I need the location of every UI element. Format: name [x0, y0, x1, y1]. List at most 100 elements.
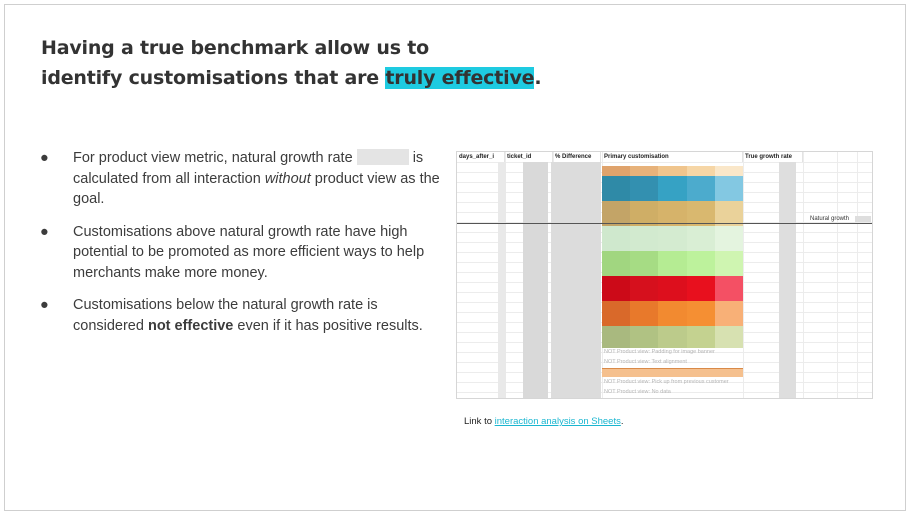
heatmap-cell — [602, 176, 631, 201]
heatmap-cell — [686, 326, 715, 348]
heatmap-cell — [630, 201, 659, 226]
title-line-1: Having a true benchmark allow us to — [41, 37, 429, 59]
heatmap-cell — [714, 251, 744, 276]
link-note: Link to interaction analysis on Sheets. — [464, 416, 624, 427]
excluded-row: NOT Product view: No data — [604, 389, 671, 395]
heatmap-cell — [602, 251, 631, 276]
heatmap-row — [602, 276, 744, 301]
heatmap-cell — [630, 326, 659, 348]
heatmap-cell — [658, 251, 687, 276]
heatmap-cell — [630, 276, 659, 301]
heatmap-cell — [686, 201, 715, 226]
bullet-item: ● For product view metric, natural growt… — [36, 148, 446, 210]
bullet-strong: not effective — [147, 317, 234, 334]
heatmap-cell — [686, 301, 715, 326]
heatmap-cell — [602, 226, 631, 251]
heatmap-cell — [686, 276, 715, 301]
bullet-dot-icon: ● — [40, 297, 49, 313]
heatmap-row — [602, 326, 744, 348]
heatmap-cell — [686, 176, 715, 201]
heatmap-cell — [714, 326, 744, 348]
heatmap-row — [602, 201, 744, 226]
redacted-column — [523, 162, 548, 398]
heatmap-cell — [714, 176, 744, 201]
bullet-text: For product view metric, natural growth … — [73, 150, 353, 166]
bullet-dot-icon: ● — [40, 223, 49, 240]
heatmap-cell — [630, 301, 659, 326]
natural-growth-line — [457, 223, 872, 224]
heatmap-cell — [658, 301, 687, 326]
bullet-text: product view as the goal. — [73, 170, 440, 208]
heatmap-row — [602, 301, 744, 326]
header-true-growth-rate: True growth rate — [743, 152, 803, 162]
slide-title: Having a true benchmark allow us to iden… — [41, 33, 601, 93]
heatmap-cell — [602, 166, 631, 176]
bullet-text: Customisations below the natural growth … — [73, 297, 378, 334]
redacted-column — [551, 162, 601, 398]
heatmap-cell — [658, 326, 687, 348]
filter-column — [498, 162, 506, 398]
heatmap-cell — [602, 201, 631, 226]
redacted-value — [356, 149, 409, 165]
bullet-text: is calculated from all interaction — [73, 150, 424, 187]
heatmap-cell — [686, 226, 715, 251]
heatmap-cell — [630, 166, 659, 176]
link-prefix: Link to — [464, 416, 495, 427]
header-days-after: days_after_i — [457, 152, 505, 162]
bullet-list: ● For product view metric, natural growt… — [36, 148, 446, 348]
link-suffix: . — [620, 416, 624, 427]
heatmap-row — [602, 176, 744, 201]
grid-line — [457, 162, 872, 163]
heatmap-cell — [686, 251, 715, 276]
header-primary-customisation: Primary customisation — [602, 152, 743, 162]
grid-line — [457, 392, 872, 393]
title-highlight: truly effective — [385, 67, 535, 89]
heatmap-cell — [714, 166, 744, 176]
heatmap-cell — [714, 276, 744, 301]
grid-column-line — [803, 152, 804, 398]
bullet-item: ● Customisations above natural growth ra… — [36, 222, 446, 284]
heatmap-block — [602, 166, 744, 348]
bullet-emphasis: without — [264, 170, 311, 187]
redacted-column — [779, 162, 796, 398]
grid-line — [457, 352, 872, 353]
natural-growth-value — [855, 216, 871, 222]
natural-growth-label: Natural growth — [810, 216, 850, 222]
bullet-text: even if it has positive results. — [233, 317, 423, 334]
heatmap-cell — [714, 301, 744, 326]
title-line-2-suffix: . — [534, 67, 542, 89]
heatmap-cell — [658, 226, 687, 251]
bullet-text: Customisations above natural growth rate… — [73, 223, 425, 281]
heatmap-cell — [686, 166, 715, 176]
excluded-row: NOT Product view: Pick up from previous … — [604, 379, 729, 385]
sheets-link[interactable]: interaction analysis on Sheets — [494, 416, 621, 427]
heatmap-cell — [630, 226, 659, 251]
grid-column-line — [837, 152, 838, 398]
heatmap-cell — [658, 276, 687, 301]
title-line-2-prefix: identify customisations that are — [41, 67, 386, 89]
bullet-item: ● Customisations below the natural growt… — [36, 295, 446, 336]
heatmap-row — [602, 251, 744, 276]
heatmap-cell — [658, 176, 687, 201]
grid-line — [457, 382, 872, 383]
heatmap-cell — [630, 176, 659, 201]
bullet-dot-icon: ● — [40, 150, 49, 166]
header-ticket-id: ticket_id — [505, 152, 553, 162]
grid-column-line — [743, 152, 744, 398]
heatmap-row — [602, 166, 744, 176]
heatmap-cell — [602, 301, 631, 326]
heatmap-row — [602, 226, 744, 251]
heatmap-cell — [658, 166, 687, 176]
heatmap-cell — [602, 326, 631, 348]
grid-column-line — [857, 152, 858, 398]
excluded-row — [602, 368, 743, 377]
spreadsheet-screenshot: days_after_i ticket_id % Difference Prim… — [456, 151, 873, 399]
grid-line — [457, 362, 872, 363]
heatmap-cell — [602, 276, 631, 301]
excluded-row: NOT Product view: Padding for image bann… — [604, 349, 715, 355]
heatmap-cell — [658, 201, 687, 226]
excluded-row: NOT Product view: Text alignment — [604, 359, 687, 365]
heatmap-cell — [630, 251, 659, 276]
header-percent-difference: % Difference — [553, 152, 601, 162]
heatmap-cell — [714, 226, 744, 251]
